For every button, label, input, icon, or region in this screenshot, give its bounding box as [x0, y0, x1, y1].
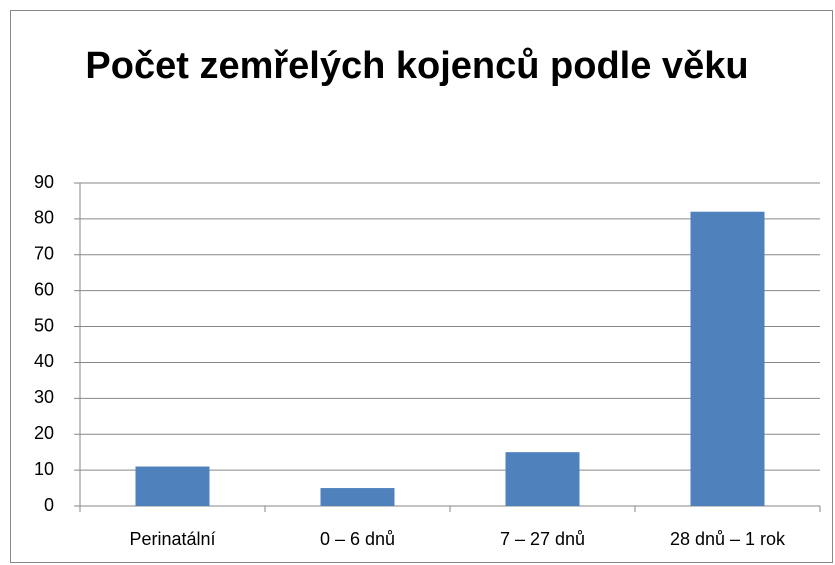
y-tick-label: 0	[44, 495, 54, 515]
x-tick-label: 7 – 27 dnů	[500, 529, 585, 549]
y-tick-label: 60	[34, 279, 54, 299]
y-tick-label: 10	[34, 459, 54, 479]
y-tick-label: 30	[34, 387, 54, 407]
bar	[135, 466, 210, 506]
y-tick-label: 70	[34, 244, 54, 264]
y-tick-label: 80	[34, 208, 54, 228]
y-tick-label: 90	[34, 172, 54, 192]
x-tick-label: 0 – 6 dnů	[320, 529, 395, 549]
chart-title: Počet zemřelých kojenců podle věku	[85, 45, 749, 87]
x-tick-label: 28 dnů – 1 rok	[670, 529, 786, 549]
bar	[320, 488, 395, 506]
x-tick-label: Perinatální	[129, 529, 215, 549]
y-tick-label: 50	[34, 315, 54, 335]
bar	[690, 211, 765, 506]
y-tick-label: 40	[34, 351, 54, 371]
y-tick-label: 20	[34, 423, 54, 443]
bar	[505, 452, 580, 506]
